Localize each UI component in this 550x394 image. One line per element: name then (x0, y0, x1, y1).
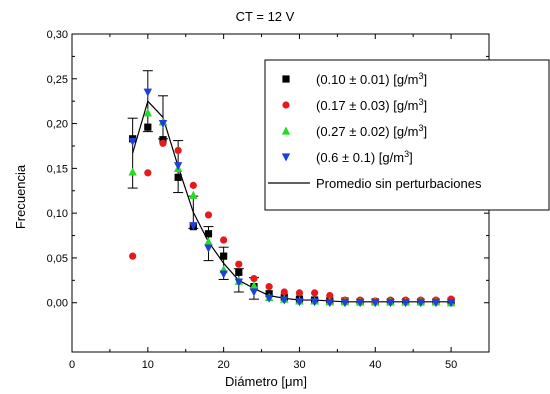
data-point (416, 299, 425, 308)
data-point (249, 288, 259, 297)
data-point (174, 173, 182, 181)
data-point (371, 299, 380, 308)
legend-marker (281, 153, 291, 162)
data-point (128, 167, 137, 176)
data-point (386, 299, 395, 308)
legend-label-superscript: 3 (419, 123, 424, 133)
legend-marker (281, 126, 291, 135)
data-point (159, 139, 167, 147)
legend-label: Promedio sin perturbaciones (316, 176, 482, 191)
data-point (219, 270, 228, 279)
data-point (144, 123, 152, 131)
y-axis: 0,00 0,05 0,10 0,15 0,20 0,25 0,30 (47, 29, 489, 310)
legend-label: (0.10 ± 0.01) [g/m3] (316, 71, 427, 87)
legend-label: (0.27 ± 0.02) [g/m3] (316, 123, 427, 139)
plot-area: 0,00 0,05 0,10 0,15 0,20 0,25 0,30 0 10 20 30 40 50 (47, 29, 490, 371)
legend-marker (282, 75, 290, 83)
x-axis: 0 10 20 30 40 50 (69, 34, 457, 371)
legend-label-end: ] (424, 98, 428, 113)
data-point (355, 299, 365, 308)
x-tick-label: 0 (69, 359, 75, 371)
legend-label-superscript: 3 (419, 71, 424, 81)
y-axis-label: Frecuencia (13, 164, 28, 229)
chart-title: CT = 12 V (236, 9, 295, 24)
x-tick-label: 20 (218, 359, 230, 371)
data-point (204, 230, 213, 238)
data-point (264, 294, 274, 303)
y-tick-label: 0,25 (47, 74, 68, 86)
data-point (220, 236, 228, 244)
x-tick-label: 30 (293, 359, 305, 371)
legend-label-superscript: 3 (419, 97, 424, 107)
y-tick-label: 0,05 (47, 253, 68, 265)
data-point (311, 289, 319, 297)
y-tick-label: 0,30 (47, 29, 68, 41)
legend-label: (0.17 ± 0.03) [g/m3] (316, 97, 427, 113)
data-point (204, 237, 213, 246)
data-point (235, 268, 243, 276)
average-line (132, 100, 452, 303)
data-point (143, 108, 153, 117)
series-markers (128, 88, 456, 308)
y-tick-label: 0,10 (47, 208, 68, 220)
average-line-path (132, 100, 452, 303)
data-point (250, 274, 258, 283)
legend: (0.10 ± 0.01) [g/m3] (0.17 ± 0.03) [g/m3]… (264, 59, 550, 211)
data-point (189, 222, 198, 231)
data-point (235, 260, 243, 268)
data-point (295, 298, 304, 307)
legend-label-superscript: 3 (404, 149, 409, 159)
data-point (129, 252, 137, 260)
legend-box (264, 59, 550, 211)
data-point (220, 252, 228, 260)
legend-marker (282, 101, 290, 109)
data-point (249, 281, 259, 290)
y-tick-label: 0,00 (47, 298, 68, 310)
data-point (295, 289, 304, 297)
data-point (280, 288, 288, 296)
data-point (280, 296, 289, 305)
data-point (144, 169, 152, 177)
data-point (173, 162, 183, 171)
data-point (143, 88, 153, 97)
data-point (189, 181, 197, 189)
data-point (431, 299, 441, 308)
data-point (204, 211, 213, 219)
data-point (340, 299, 350, 308)
data-point (325, 299, 334, 308)
data-point (446, 299, 456, 308)
legend-label: (0.6 ± 0.1) [g/m3] (316, 149, 413, 165)
data-point (265, 283, 273, 291)
x-tick-label: 50 (445, 359, 457, 371)
legend-label-end: ] (409, 150, 413, 165)
data-point (204, 244, 213, 253)
series-4 (128, 88, 456, 308)
data-point (174, 146, 182, 155)
x-tick-label: 10 (142, 359, 154, 371)
y-tick-label: 0,15 (47, 163, 68, 175)
data-point (158, 119, 168, 129)
y-tick-label: 0,20 (47, 119, 68, 131)
data-point (189, 190, 198, 199)
legend-label-end: ] (424, 72, 428, 87)
data-point (128, 137, 137, 146)
data-point (326, 291, 334, 300)
data-point (401, 299, 410, 308)
data-point (310, 298, 319, 307)
x-axis-label: Diámetro [μm] (225, 374, 307, 389)
data-point (234, 278, 243, 287)
legend-label-end: ] (424, 124, 428, 139)
x-tick-label: 40 (369, 359, 381, 371)
